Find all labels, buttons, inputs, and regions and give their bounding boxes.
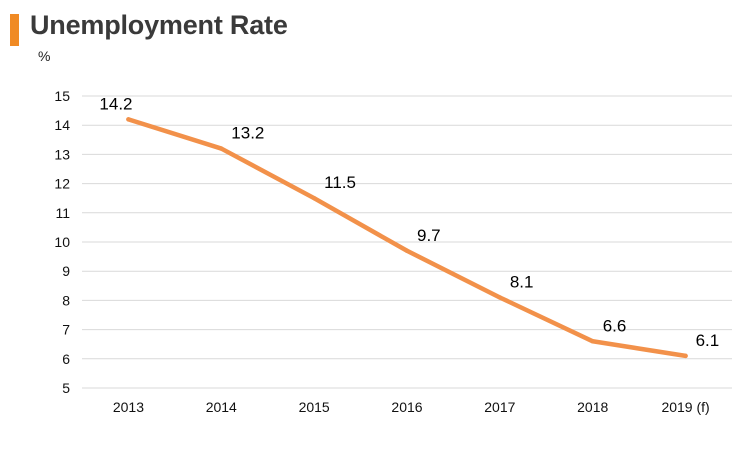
data-point (404, 248, 410, 253)
x-tick-label: 2014 (206, 399, 237, 415)
x-tick-label: 2017 (484, 399, 515, 415)
y-tick-label: 11 (55, 205, 70, 221)
y-tick-label: 10 (54, 234, 70, 250)
y-tick-label: 14 (54, 117, 70, 133)
x-tick-label: 2015 (299, 399, 330, 415)
y-axis-unit: % (38, 48, 51, 64)
data-point (311, 196, 317, 201)
x-tick-label: 2013 (113, 399, 144, 415)
data-point (497, 295, 503, 300)
y-tick-label: 5 (62, 380, 70, 396)
y-tick-labels: 5 6 7 8 9 10 11 12 13 14 15 (54, 88, 70, 396)
data-label: 6.1 (696, 331, 720, 350)
y-tick-label: 12 (54, 176, 70, 192)
y-tick-label: 15 (54, 88, 70, 104)
data-label: 6.6 (603, 316, 627, 335)
data-label: 8.1 (510, 272, 534, 291)
data-point (219, 146, 224, 151)
y-tick-label: 13 (54, 146, 70, 162)
data-label: 9.7 (417, 226, 441, 245)
x-tick-label: 2019 (f) (661, 399, 709, 415)
y-tick-label: 8 (62, 292, 70, 308)
data-point (683, 353, 688, 359)
y-tick-label: 9 (62, 263, 70, 279)
title-accent-bar (10, 14, 19, 46)
data-point (590, 339, 595, 344)
series-line-group (126, 117, 688, 359)
data-label: 14.2 (99, 94, 132, 113)
data-label: 11.5 (324, 173, 356, 192)
data-label: 13.2 (231, 124, 264, 143)
data-labels: 14.2 13.2 11.5 9.7 8.1 6.6 6.1 (99, 94, 719, 350)
gridlines (82, 95, 732, 389)
x-tick-labels: 2013 2014 2015 2016 2017 2018 2019 (f) (113, 399, 710, 415)
y-tick-label: 6 (62, 351, 70, 367)
chart-title: Unemployment Rate (30, 10, 288, 40)
data-point (126, 117, 131, 122)
y-tick-label: 7 (62, 322, 70, 338)
x-tick-label: 2016 (391, 399, 422, 415)
x-tick-label: 2018 (577, 399, 608, 415)
